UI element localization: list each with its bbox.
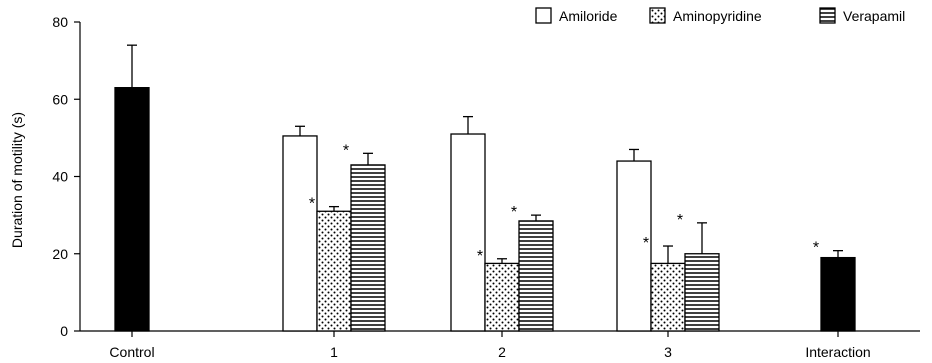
legend: Amiloride Aminopyridine Verapamil	[535, 7, 905, 24]
bar	[316, 210, 352, 332]
bar	[684, 253, 720, 332]
significance-marker: *	[477, 248, 483, 265]
y-tick-label: 40	[52, 169, 68, 185]
bar	[484, 262, 520, 332]
bar	[114, 87, 150, 332]
bar	[450, 133, 486, 332]
legend-swatch	[535, 7, 552, 24]
y-tick-label: 60	[52, 91, 68, 107]
x-category-label: Interaction	[805, 344, 870, 360]
x-category-label: 2	[498, 344, 506, 360]
y-axis-title: Duration of motility (s)	[9, 112, 25, 248]
y-tick-label: 80	[52, 14, 68, 30]
significance-marker: *	[309, 196, 315, 213]
bar	[616, 160, 652, 332]
legend-label: Verapamil	[843, 8, 905, 24]
significance-marker: *	[343, 142, 349, 159]
significance-marker: *	[643, 235, 649, 252]
y-tick-label: 0	[60, 323, 68, 339]
bar	[820, 256, 856, 332]
significance-marker: *	[677, 212, 683, 229]
bar	[650, 262, 686, 332]
axes: 0 20 40 60 80 Control 1 2 3 Interaction	[52, 14, 920, 360]
y-tick-label: 20	[52, 246, 68, 262]
bars: * * * * * * *	[114, 44, 856, 332]
x-category-label: Control	[109, 344, 154, 360]
significance-marker: *	[813, 240, 819, 257]
x-category-label: 1	[330, 344, 338, 360]
legend-label: Amiloride	[559, 8, 618, 24]
legend-swatch	[649, 7, 666, 24]
legend-label: Aminopyridine	[673, 8, 762, 24]
bar	[282, 135, 318, 332]
bar	[350, 164, 386, 332]
bar	[518, 220, 554, 332]
x-category-label: 3	[664, 344, 672, 360]
significance-marker: *	[511, 204, 517, 221]
legend-swatch	[819, 7, 836, 24]
